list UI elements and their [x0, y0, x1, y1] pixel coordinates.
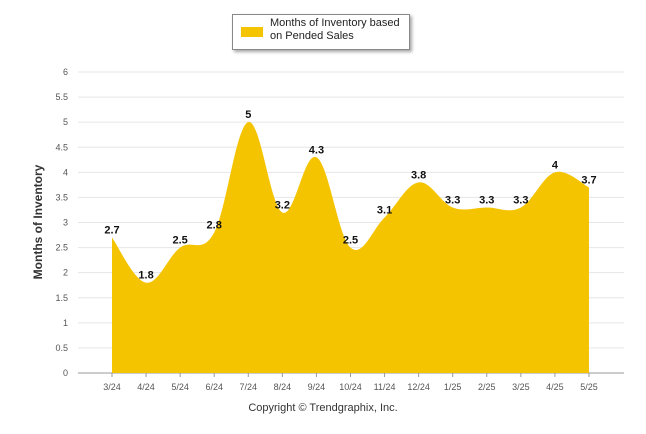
y-tick-label: 2.5 [55, 243, 68, 253]
data-label: 3.3 [479, 194, 494, 206]
data-label: 3.3 [513, 194, 528, 206]
y-tick-label: 2 [63, 268, 68, 278]
x-tick-label: 12/24 [407, 382, 430, 392]
data-labels: 2.7 1.8 2.5 2.8 5 3.2 4.3 2.5 3.1 3.8 3.3 3.3 3.3 4 3.… [104, 109, 596, 282]
y-tick-label: 0.5 [55, 343, 68, 353]
x-tick-label: 7/24 [240, 382, 258, 392]
data-label: 5 [245, 109, 251, 121]
legend-label: Months of Inventory based on Pended Sale… [270, 17, 400, 42]
y-tick-label: 4 [63, 167, 68, 177]
y-axis-label: Months of Inventory [31, 164, 45, 279]
y-tick-label: 5.5 [55, 92, 68, 102]
y-tick-label: 1 [63, 318, 68, 328]
y-tick-label: 3.5 [55, 192, 68, 202]
legend: Months of Inventory based on Pended Sale… [232, 14, 410, 50]
y-tick-label: 3 [63, 218, 68, 228]
y-tick-label: 1.5 [55, 293, 68, 303]
x-tick-label: 3/25 [512, 382, 530, 392]
data-label: 2.5 [343, 235, 358, 247]
x-tick-label: 9/24 [308, 382, 326, 392]
data-label: 4 [552, 159, 559, 171]
x-tick-label: 5/24 [171, 382, 189, 392]
y-tick-label: 6 [63, 67, 68, 77]
data-label: 1.8 [138, 270, 153, 282]
data-label: 3.1 [377, 204, 392, 216]
data-label: 2.5 [172, 235, 187, 247]
copyright: Copyright © Trendgraphix, Inc. [248, 402, 398, 414]
data-label: 2.8 [207, 220, 222, 232]
data-label: 3.8 [411, 169, 426, 181]
x-tick-label: 6/24 [205, 382, 223, 392]
data-label: 3.2 [275, 199, 290, 211]
x-tick-label: 3/24 [103, 382, 121, 392]
area-series [112, 122, 589, 373]
y-axis-ticks: 0 0.5 1 1.5 2 2.5 3 3.5 4 4.5 5 5.5 6 [55, 67, 68, 378]
y-tick-label: 0 [63, 368, 68, 378]
legend-swatch [241, 27, 263, 37]
x-tick-label: 5/25 [580, 382, 598, 392]
data-label: 3.7 [581, 174, 596, 186]
y-tick-label: 4.5 [55, 142, 68, 152]
y-tick-label: 5 [63, 117, 68, 127]
x-tick-label: 2/25 [478, 382, 496, 392]
x-axis-ticks: 3/24 4/24 5/24 6/24 7/24 8/24 9/24 10/24 11/24 12… [103, 373, 598, 392]
data-label: 4.3 [309, 144, 324, 156]
x-tick-label: 11/24 [374, 382, 396, 392]
x-tick-label: 8/24 [274, 382, 292, 392]
x-tick-label: 10/24 [339, 382, 362, 392]
x-tick-label: 4/24 [137, 382, 155, 392]
data-label: 2.7 [104, 225, 119, 237]
x-tick-label: 4/25 [546, 382, 564, 392]
x-tick-label: 1/25 [444, 382, 462, 392]
data-label: 3.3 [445, 194, 460, 206]
